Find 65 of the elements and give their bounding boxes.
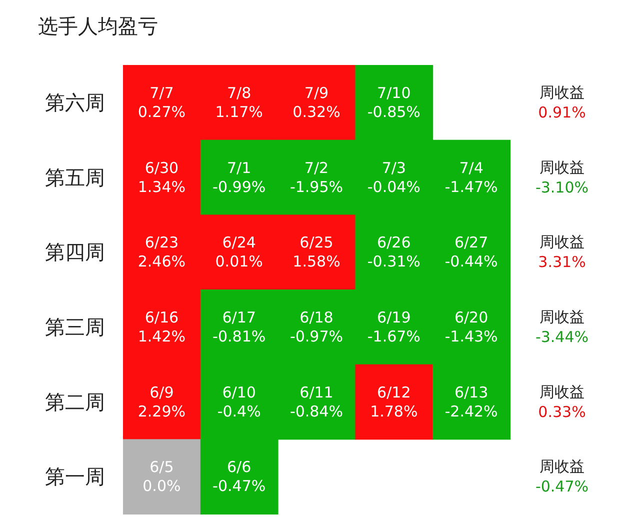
data-label: -1.67%: [367, 327, 420, 346]
annotation: 6/17: [222, 308, 256, 326]
annotation: 6/11: [300, 383, 334, 402]
data-label: -0.81%: [212, 327, 266, 346]
annotation: 6/9: [150, 383, 174, 402]
annotation: 7/1: [227, 158, 252, 177]
y-tick-label: 第三周: [45, 314, 105, 339]
data-label: 0.0%: [142, 477, 181, 496]
annotation: 6/24: [222, 234, 256, 252]
annotation: 6/27: [454, 234, 488, 252]
data-label: -1.47%: [444, 178, 498, 196]
annotation: 6/16: [144, 308, 179, 326]
y2-tick-label: 周收益 -0.47%: [535, 458, 589, 496]
data-label: 2.29%: [138, 402, 186, 420]
data-label: 1.58%: [292, 252, 340, 271]
data-label: -0.31%: [367, 252, 420, 271]
data-label: 1.34%: [138, 178, 186, 196]
data-label: -0.97%: [290, 327, 344, 346]
annotation: 6/30: [144, 158, 179, 177]
y-tick-label: 第二周: [45, 390, 105, 414]
annotation: 7/2: [304, 158, 329, 177]
annotation: 7/3: [382, 158, 406, 177]
data-label: -0.85%: [367, 102, 420, 121]
annotation: 6/10: [222, 383, 256, 402]
annotation: 6/25: [300, 234, 334, 252]
annotation: 6/19: [377, 308, 411, 326]
data-label: 0.01%: [215, 252, 263, 271]
y2-tick-label: 周收益 -3.44%: [535, 308, 589, 346]
y-tick-label: 第一周: [45, 464, 105, 489]
annotation: 6/13: [454, 383, 488, 402]
annotation: 6/26: [377, 234, 411, 252]
annotation: 7/10: [377, 84, 411, 102]
annotation: 6/18: [300, 308, 334, 326]
data-label: -0.47%: [212, 477, 266, 496]
y2-tick-label: 周收益 0.91%: [538, 83, 586, 122]
data-label: -2.42%: [444, 402, 498, 420]
annotation: 6/23: [144, 234, 179, 252]
annotation: 6/6: [227, 458, 252, 476]
data-label: 1.17%: [215, 102, 263, 121]
data-label: 1.78%: [370, 402, 418, 420]
annotation: 6/20: [454, 308, 488, 326]
data-label: -1.95%: [290, 178, 344, 196]
y-tick-label: 第五周: [45, 165, 105, 190]
data-label: -0.99%: [212, 178, 266, 196]
y2-tick-label: 周收益 -3.10%: [535, 158, 589, 196]
annotation: 7/8: [227, 84, 252, 102]
data-label: 0.32%: [292, 102, 340, 121]
annotation: 6/5: [150, 458, 174, 476]
annotation: 7/7: [150, 84, 174, 102]
annotation: 6/12: [377, 383, 411, 402]
y2-tick-label: 周收益 0.33%: [538, 382, 586, 421]
y-tick-label: 第六周: [45, 90, 105, 114]
data-label: 0.27%: [138, 102, 186, 121]
data-label: -1.43%: [444, 327, 498, 346]
data-label: -0.84%: [290, 402, 344, 420]
y-tick-label: 第四周: [45, 240, 105, 264]
data-label: 2.46%: [138, 252, 186, 271]
y2-tick-label: 周收益 3.31%: [538, 233, 586, 272]
data-label: -0.4%: [217, 402, 261, 420]
data-label: 1.42%: [138, 327, 186, 346]
annotation: 7/9: [304, 84, 329, 102]
chart-title: 选手人均盈亏: [38, 14, 158, 38]
annotation: 7/4: [459, 158, 484, 177]
data-label: -0.04%: [367, 178, 420, 196]
data-label: -0.44%: [444, 252, 498, 271]
